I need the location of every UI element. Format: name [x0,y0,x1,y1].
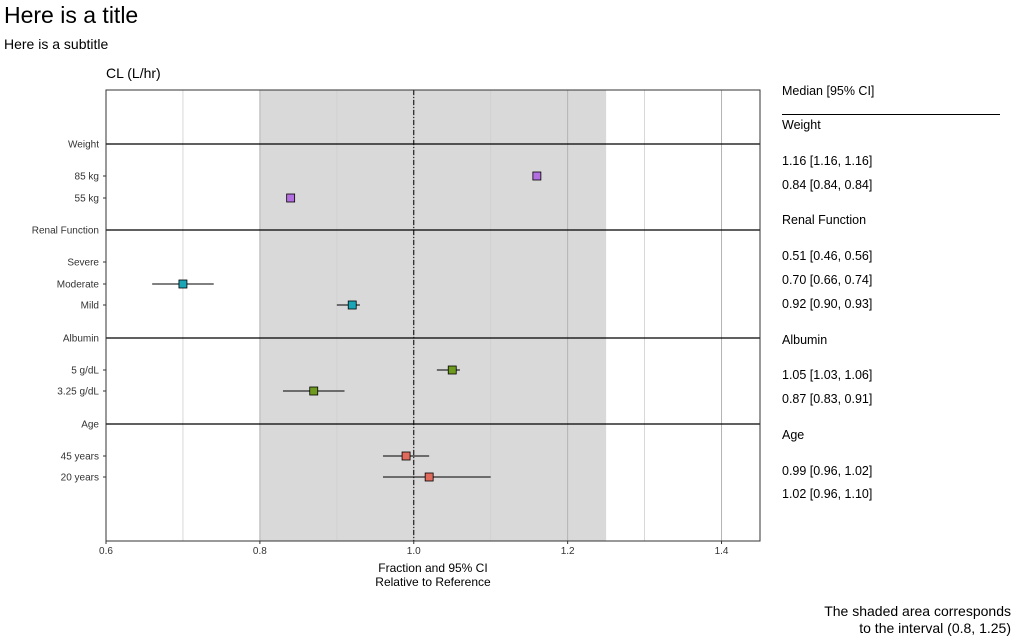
table-value: 1.16 [1.16, 1.16] [782,154,873,168]
level-label: 45 years [61,452,99,463]
level-label: 5 g/dL [71,366,99,377]
table-group-label: Albumin [782,333,828,347]
chart-title: Here is a title [4,2,139,28]
table-header-rule [782,114,1000,115]
x-axis-label-line1: Fraction and 95% CI [378,561,488,575]
plot-border [105,89,761,542]
x-tick-label: 0.6 [99,546,113,557]
table-value: 0.84 [0.84, 0.84] [782,178,873,192]
x-tick-label: 0.8 [253,546,267,557]
data-point [424,472,434,482]
footnote-line2: to the interval (0.8, 1.25) [859,620,1011,636]
level-label: 55 kg [75,194,99,205]
level-label: 85 kg [75,172,99,183]
table-group-label: Age [782,428,805,442]
level-label: Mild [81,301,99,312]
table-value: 0.92 [0.90, 0.93] [782,297,873,311]
footnote: The shaded area corresponds to the inter… [824,603,1011,637]
table-value: 0.99 [0.96, 1.02] [782,464,873,478]
table-group-label: Renal Function [782,213,867,227]
table-value: 0.70 [0.66, 0.74] [782,273,873,287]
data-point [309,386,319,396]
chart-subtitle: Here is a subtitle [4,36,109,52]
level-label: 20 years [61,473,99,484]
data-point [347,300,357,310]
footnote-line1: The shaded area corresponds [824,603,1011,619]
data-point [401,451,411,461]
data-point [532,171,542,181]
level-label: 3.25 g/dL [57,387,99,398]
x-tick-label: 1.2 [561,546,575,557]
table-value: 0.87 [0.83, 0.91] [782,392,873,406]
data-point [286,193,296,203]
level-label: Severe [67,258,99,269]
group-label: Age [81,420,99,431]
x-axis-label: Fraction and 95% CI Relative to Referenc… [106,561,760,589]
panel-title: CL (L/hr) [106,65,161,81]
x-tick-label: 1.4 [715,546,729,557]
table-group-label: Weight [782,118,821,132]
table-value: 1.02 [0.96, 1.10] [782,487,873,501]
x-axis-label-line2: Relative to Reference [375,575,491,589]
table-header: Median [95% CI] [782,84,875,98]
group-label: Weight [68,140,99,151]
x-tick-label: 1.0 [407,546,421,557]
table-value: 1.05 [1.03, 1.06] [782,368,873,382]
group-label: Albumin [63,334,99,345]
data-point [178,279,188,289]
table-value: 0.51 [0.46, 0.56] [782,249,873,263]
shaded-interval [259,90,607,541]
data-point [447,365,457,375]
level-label: Moderate [57,280,100,291]
group-label: Renal Function [32,226,99,237]
